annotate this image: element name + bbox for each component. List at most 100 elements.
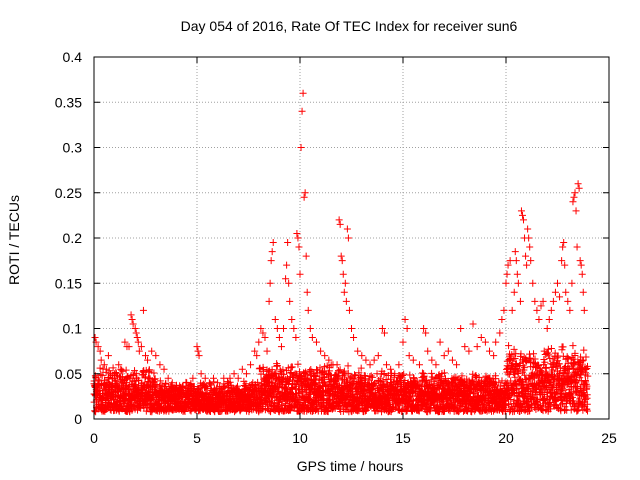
y-tick-label: 0.35 bbox=[55, 94, 82, 110]
data-point bbox=[297, 144, 305, 151]
noise-point bbox=[181, 408, 189, 415]
data-point bbox=[572, 207, 580, 215]
data-point bbox=[559, 243, 567, 251]
data-point bbox=[127, 311, 135, 319]
data-point bbox=[444, 347, 452, 355]
noise-point bbox=[278, 401, 286, 409]
data-point bbox=[512, 257, 520, 265]
data-point bbox=[148, 347, 156, 355]
noise-point bbox=[122, 379, 130, 387]
y-tick-label: 0.1 bbox=[63, 321, 83, 337]
data-point bbox=[288, 315, 296, 323]
y-tick-label: 0.05 bbox=[55, 366, 82, 382]
data-point bbox=[409, 356, 417, 364]
data-point bbox=[301, 189, 309, 197]
noise-point bbox=[292, 380, 300, 388]
noise-point bbox=[95, 377, 103, 385]
data-point bbox=[562, 288, 570, 296]
data-point bbox=[362, 356, 370, 364]
data-point bbox=[348, 325, 355, 332]
data-point bbox=[340, 288, 348, 296]
data-point bbox=[104, 352, 112, 360]
data-point bbox=[195, 352, 203, 360]
y-tick-label: 0.2 bbox=[63, 230, 83, 246]
data-point bbox=[338, 257, 346, 265]
data-point bbox=[573, 243, 581, 251]
data-point bbox=[285, 279, 293, 287]
data-point bbox=[269, 239, 277, 247]
data-point bbox=[527, 257, 535, 265]
data-point bbox=[342, 297, 350, 305]
data-point bbox=[333, 361, 341, 369]
data-point bbox=[502, 279, 510, 287]
noise-point bbox=[234, 382, 242, 390]
data-point bbox=[577, 261, 585, 269]
noise-point bbox=[280, 370, 288, 378]
data-point bbox=[201, 374, 209, 382]
data-point bbox=[477, 334, 485, 342]
data-point bbox=[247, 361, 255, 369]
data-point bbox=[569, 198, 577, 206]
data-point bbox=[570, 193, 578, 201]
noise-point bbox=[254, 378, 262, 386]
data-point bbox=[560, 239, 568, 247]
data-point bbox=[284, 239, 292, 247]
noise-point bbox=[135, 376, 143, 384]
data-point bbox=[492, 338, 500, 346]
data-point bbox=[415, 361, 423, 369]
noise-point bbox=[579, 406, 587, 414]
data-point bbox=[490, 352, 498, 360]
data-point bbox=[522, 252, 530, 260]
noise-point bbox=[206, 380, 214, 388]
noise-point bbox=[92, 408, 100, 416]
data-point bbox=[574, 180, 582, 188]
noise-point bbox=[112, 368, 120, 376]
data-point bbox=[209, 374, 217, 382]
data-point bbox=[295, 243, 303, 251]
data-point bbox=[405, 352, 413, 360]
noise-point bbox=[221, 383, 229, 391]
data-point bbox=[524, 225, 532, 233]
noise-point bbox=[428, 369, 436, 377]
data-point bbox=[343, 225, 351, 233]
noise-point bbox=[308, 368, 316, 376]
y-tick-label: 0.3 bbox=[63, 140, 83, 156]
data-point bbox=[193, 343, 201, 351]
noise-point bbox=[273, 362, 281, 370]
data-point bbox=[156, 361, 164, 369]
data-point bbox=[128, 315, 136, 323]
noise-point bbox=[142, 373, 150, 381]
data-point bbox=[266, 279, 274, 287]
data-point bbox=[374, 352, 382, 360]
data-point bbox=[403, 325, 411, 332]
data-point bbox=[354, 347, 362, 355]
noise-point bbox=[299, 404, 307, 412]
y-tick-label: 0.15 bbox=[55, 275, 82, 291]
noise-point bbox=[301, 369, 309, 377]
y-tick-label: 0 bbox=[74, 411, 82, 427]
noise-point bbox=[265, 407, 273, 415]
data-point bbox=[132, 329, 140, 337]
data-point bbox=[453, 361, 461, 369]
data-point bbox=[321, 352, 329, 360]
noise-point bbox=[530, 350, 538, 358]
data-point bbox=[387, 365, 395, 373]
x-axis-label: GPS time / hours bbox=[297, 458, 404, 474]
noise-point bbox=[98, 372, 106, 380]
noise-point bbox=[150, 369, 158, 377]
data-point bbox=[308, 334, 316, 342]
noise-point bbox=[97, 371, 105, 379]
noise-point bbox=[132, 369, 140, 377]
data-point bbox=[440, 352, 448, 360]
data-point bbox=[517, 207, 525, 215]
data-point bbox=[508, 306, 516, 314]
data-point bbox=[358, 352, 366, 360]
data-point bbox=[561, 261, 569, 269]
data-point bbox=[293, 229, 301, 237]
data-point bbox=[344, 234, 352, 242]
data-point bbox=[242, 370, 250, 378]
data-point bbox=[503, 270, 511, 278]
data-point bbox=[428, 356, 436, 364]
noise-point bbox=[275, 387, 283, 395]
data-point bbox=[531, 297, 539, 305]
